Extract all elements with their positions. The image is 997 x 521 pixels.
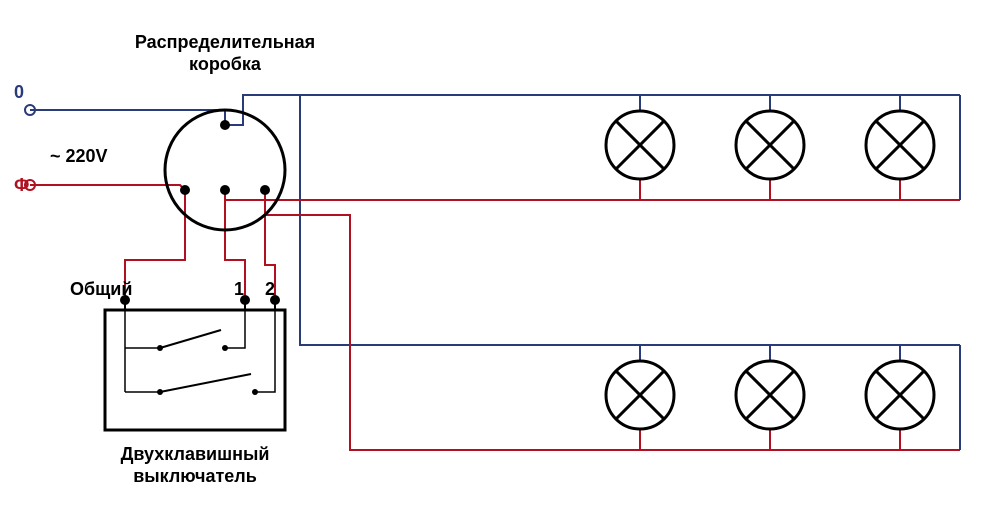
- group2-lamp-3: [866, 361, 934, 429]
- switch-name-2: выключатель: [133, 466, 257, 486]
- group1-lamp-3: [866, 111, 934, 179]
- neutral-terminal-label: 0: [14, 82, 24, 102]
- junction-box-label-1: Распределительная: [135, 32, 315, 52]
- wiring-diagram: 0 Ф ~ 220V Распределительнаякоробка Общий 1 2 Д…: [0, 0, 997, 521]
- switch-out2-label: 2: [265, 279, 275, 299]
- phase-terminal-label: Ф: [14, 175, 29, 195]
- switch-name-1: Двухклавишный: [121, 444, 270, 464]
- switch-common-label: Общий: [70, 279, 132, 299]
- symbols-layer: [25, 105, 934, 430]
- two-gang-switch: [105, 310, 285, 430]
- group1-lamp-1: [606, 111, 674, 179]
- switch-out1-label: 1: [234, 279, 244, 299]
- group1-lamp-2: [736, 111, 804, 179]
- group2-lamp-2: [736, 361, 804, 429]
- voltage-label: ~ 220V: [50, 146, 108, 166]
- group2-lamp-1: [606, 361, 674, 429]
- junction-box-label-2: коробка: [189, 54, 262, 74]
